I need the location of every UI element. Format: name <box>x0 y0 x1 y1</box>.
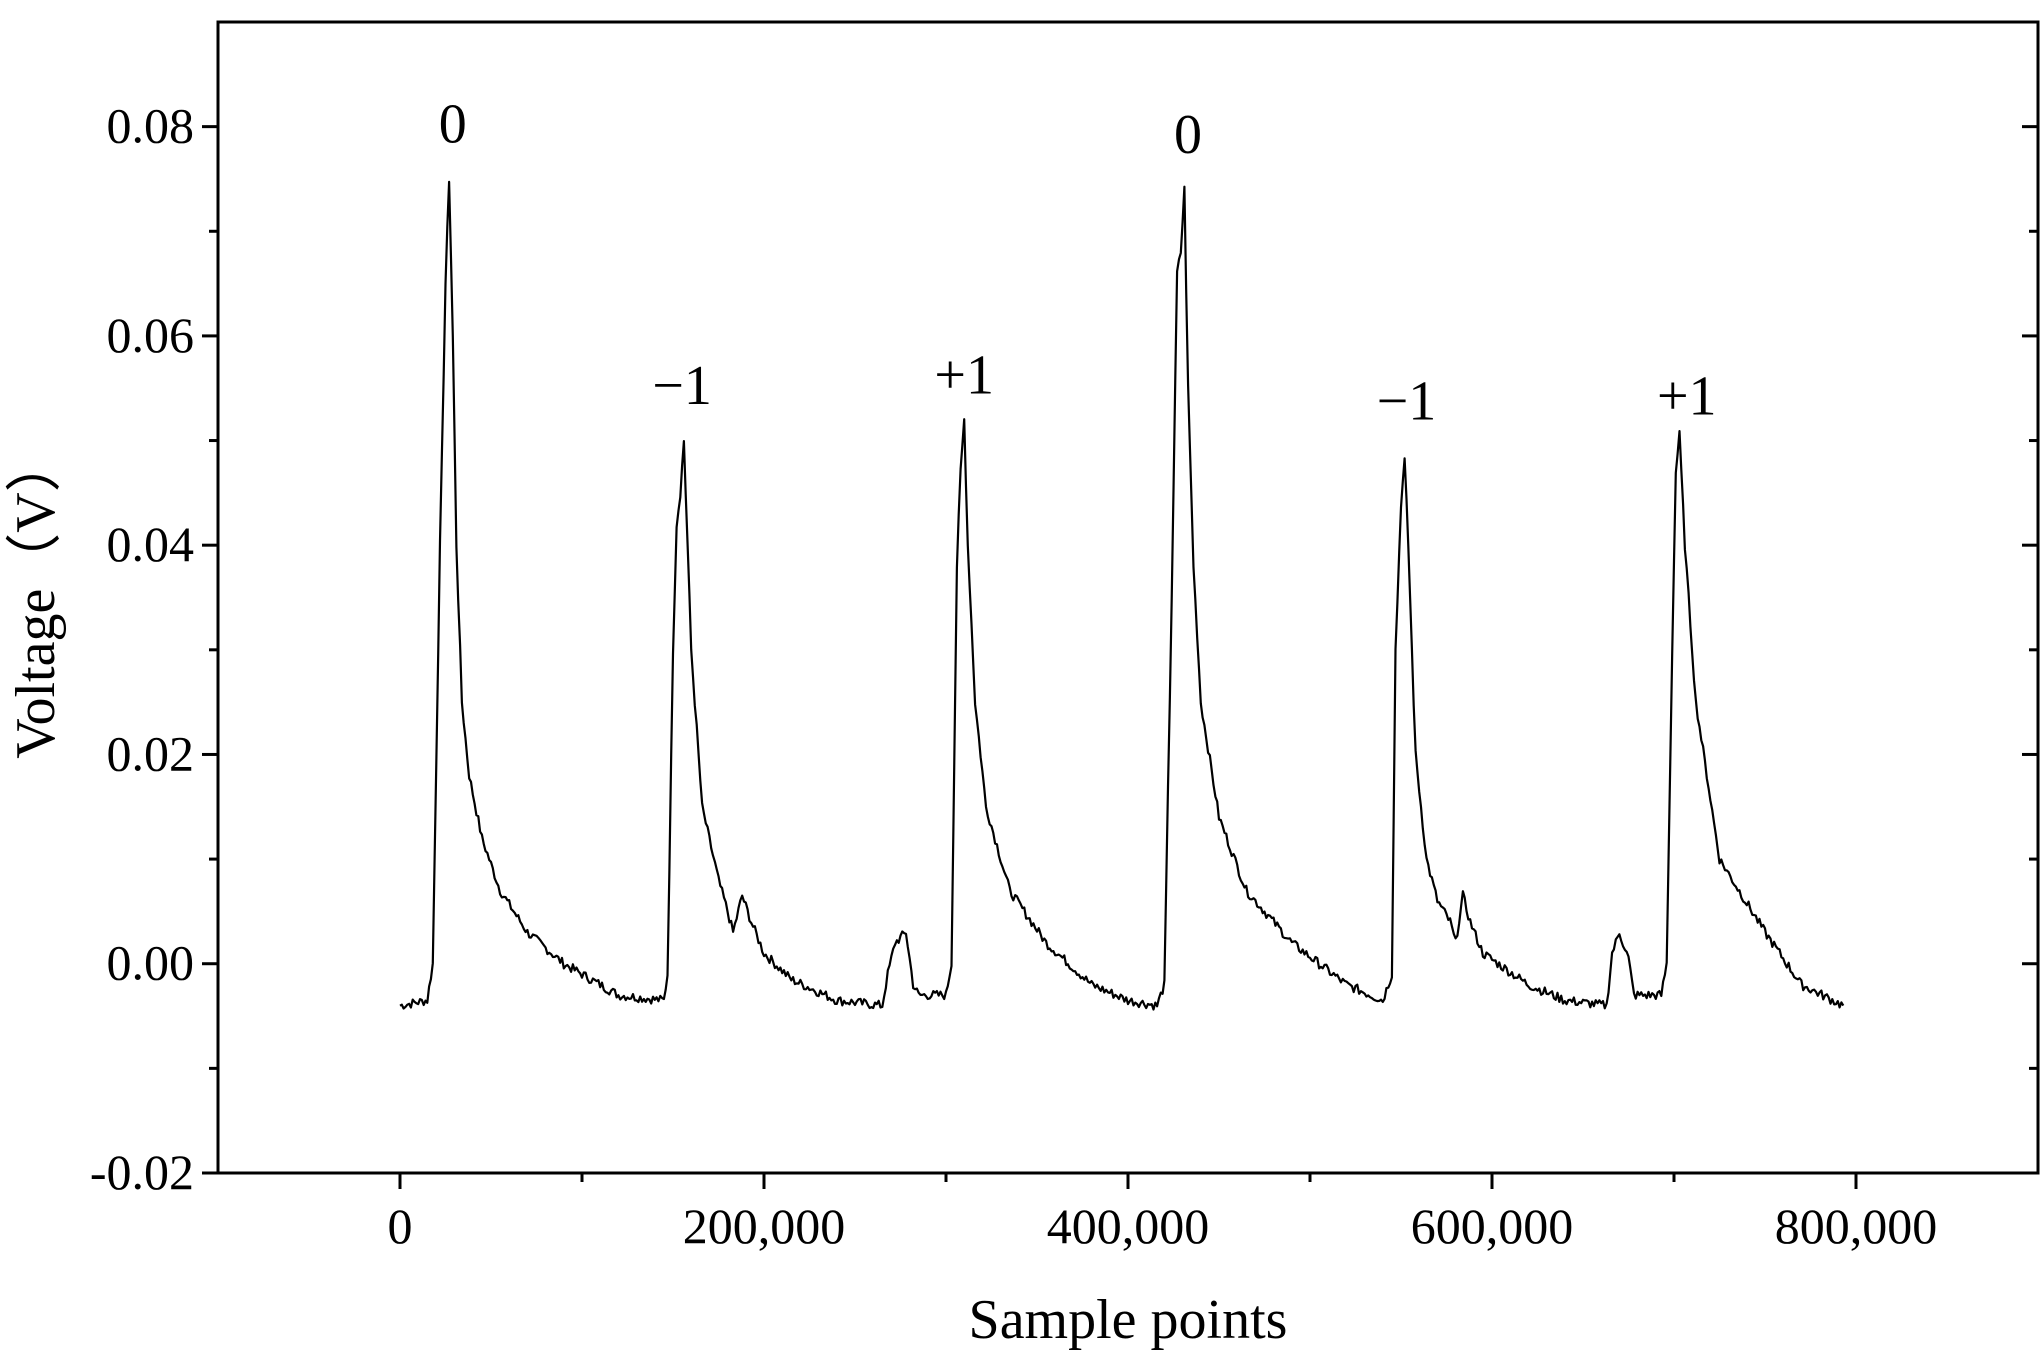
peak-annotations: 0 −1 +1 0 −1 +1 <box>439 93 1717 432</box>
peak-label: 0 <box>1174 104 1202 166</box>
voltage-series-line <box>399 180 1845 1011</box>
y-axis-title: Voltage（V） <box>5 436 67 759</box>
peak-label: +1 <box>1657 365 1717 427</box>
y-tick-label: -0.02 <box>90 1144 194 1200</box>
axis-ticks <box>202 125 2038 1189</box>
peak-label: 0 <box>439 93 467 155</box>
x-axis-title: Sample points <box>969 1289 1288 1351</box>
y-tick-label: 0.02 <box>107 725 195 781</box>
axis-tick-labels: 0 200,000 400,000 600,000 800,000 -0.02 0.00 0.… <box>90 98 1937 1254</box>
y-tick-label: 0.04 <box>107 516 195 572</box>
x-tick-label: 0 <box>388 1198 413 1254</box>
peak-label: +1 <box>934 344 994 406</box>
x-tick-label: 200,000 <box>683 1198 846 1254</box>
y-tick-label: 0.08 <box>107 98 195 154</box>
peak-label: −1 <box>1377 371 1437 433</box>
y-tick-label: 0.06 <box>107 307 195 363</box>
y-tick-label: 0.00 <box>107 935 195 991</box>
x-tick-label: 800,000 <box>1775 1198 1938 1254</box>
x-tick-label: 400,000 <box>1047 1198 1210 1254</box>
x-tick-label: 600,000 <box>1411 1198 1574 1254</box>
peak-label: −1 <box>652 355 712 417</box>
